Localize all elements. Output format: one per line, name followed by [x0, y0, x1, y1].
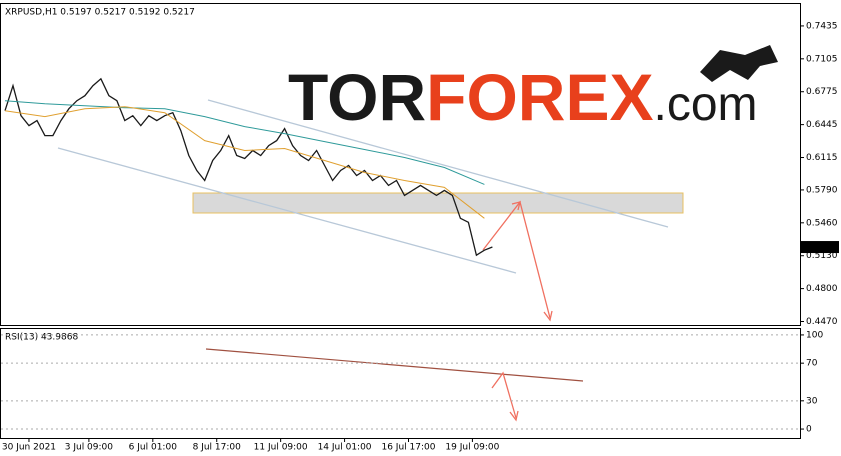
- x-tick-label: 6 Jul 01:00: [129, 443, 178, 453]
- watermark-accent: FOREX: [426, 60, 653, 134]
- y-tick-label: 70: [806, 359, 818, 369]
- rsi-arrow: [491, 371, 517, 419]
- bull-logo: [700, 45, 778, 82]
- rsi-arrow-head: [509, 410, 519, 422]
- y-tick-label: 0.6115: [806, 153, 838, 163]
- main-pane: [0, 3, 801, 326]
- y-tick-label: 100: [806, 330, 823, 340]
- forecast-arrow: [482, 200, 551, 319]
- channel-lower: [57, 147, 517, 274]
- y-tick-label: 30: [806, 396, 818, 406]
- y-tick-label: 0.4470: [806, 317, 838, 327]
- y-tick-label: 0.5460: [806, 218, 838, 228]
- price-label-box: [801, 241, 839, 254]
- x-tick-label: 8 Jul 17:00: [193, 443, 242, 453]
- x-tick-label: 14 Jul 01:00: [318, 443, 372, 453]
- x-tick-label: 16 Jul 17:00: [381, 443, 435, 453]
- series-line: [4, 100, 485, 185]
- x-tick-label: 11 Jul 09:00: [254, 443, 308, 453]
- y-tick-label: 0.6445: [806, 120, 838, 130]
- series-line: [4, 106, 485, 219]
- watermark-suffix: .com: [653, 78, 757, 131]
- watermark: TORFOREX.com: [288, 60, 758, 134]
- rsi-pane: [0, 328, 801, 439]
- resistance-zone: [192, 192, 684, 214]
- x-tick-label: 19 Jul 09:00: [445, 443, 499, 453]
- y-tick-label: 0.5130: [806, 251, 838, 261]
- y-tick-label: 0.5790: [806, 185, 838, 195]
- price-label: 0.5217: [805, 243, 837, 253]
- pane-title: XRPUSD,H1 0.5197 0.5217 0.5192 0.5217: [5, 8, 195, 18]
- watermark-dark: TOR: [288, 60, 426, 134]
- channel-upper: [207, 99, 669, 228]
- x-tick-label: 30 Jun 2021: [2, 443, 56, 453]
- series-line: [4, 77, 493, 257]
- pane-title: RSI(13) 43.9868: [5, 333, 78, 343]
- y-tick-label: 0.7435: [806, 21, 838, 31]
- x-tick-label: 3 Jul 09:00: [65, 443, 114, 453]
- y-tick-label: 0.7105: [806, 54, 838, 64]
- y-tick-label: 0.4800: [806, 284, 838, 294]
- rsi-trendline: [205, 348, 584, 382]
- arrow-heads: [511, 201, 553, 322]
- y-tick-label: 0: [806, 425, 812, 435]
- y-tick-label: 0.6775: [806, 87, 838, 97]
